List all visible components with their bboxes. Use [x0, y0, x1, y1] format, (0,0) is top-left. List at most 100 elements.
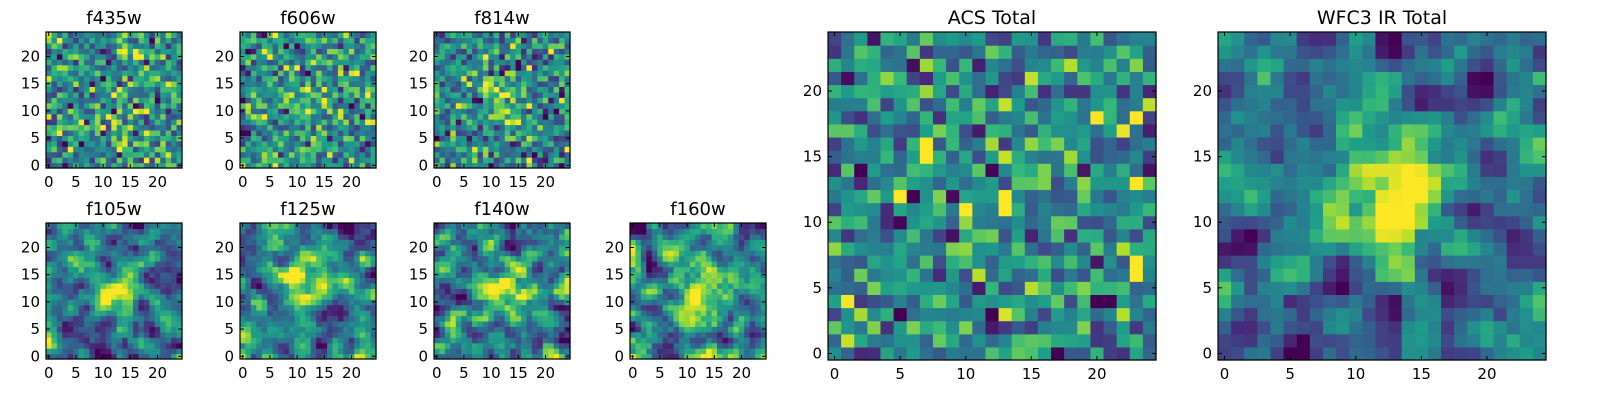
- heatmap-cell: [46, 37, 53, 44]
- heatmap-cell: [510, 53, 517, 60]
- heatmap-cell: [434, 91, 441, 98]
- heatmap-cell: [1051, 255, 1065, 269]
- heatmap-cell: [240, 70, 247, 77]
- axes-frame: [45, 222, 183, 360]
- heatmap-cell: [160, 271, 167, 278]
- heatmap-cell: [651, 282, 658, 289]
- heatmap-cell: [256, 37, 263, 44]
- heatmap-cell: [73, 91, 80, 98]
- heatmap-cell: [998, 215, 1013, 230]
- heatmap-cell: [657, 331, 664, 338]
- heatmap-cell: [160, 146, 167, 153]
- heatmap-cell: [946, 202, 960, 217]
- heatmap-cell: [461, 337, 468, 344]
- heatmap-cell: [105, 282, 112, 289]
- heatmap-cell: [919, 320, 934, 335]
- heatmap-cell: [56, 233, 63, 240]
- heatmap-cell: [466, 277, 473, 284]
- heatmap-cell: [526, 53, 533, 60]
- heatmap-cell: [94, 97, 101, 104]
- heatmap-cell: [1142, 255, 1157, 269]
- heatmap-cell: [267, 108, 274, 115]
- heatmap-cell: [434, 70, 441, 77]
- heatmap-cell: [439, 102, 446, 109]
- heatmap-cell: [504, 282, 511, 289]
- heatmap-cell: [171, 233, 178, 240]
- heatmap-cell: [689, 271, 696, 278]
- heatmap-cell: [67, 282, 74, 289]
- heatmap-cell: [515, 282, 522, 289]
- heatmap-cell: [466, 310, 473, 317]
- heatmap-cell: [122, 124, 129, 131]
- heatmap-cell: [305, 48, 312, 55]
- heatmap-cell: [343, 97, 350, 104]
- heatmap-cell: [327, 48, 334, 55]
- heatmap-cell: [444, 151, 451, 158]
- heatmap-cell: [354, 331, 361, 338]
- heatmap-cell: [370, 304, 377, 311]
- heatmap-cell: [472, 326, 479, 333]
- heatmap-cells: [434, 32, 571, 169]
- heatmap-cell: [700, 266, 707, 273]
- heatmap-cell: [749, 277, 756, 284]
- heatmap-cell: [531, 48, 538, 55]
- heatmap-cell: [434, 75, 441, 82]
- heatmap-cell: [127, 91, 134, 98]
- heatmap-cell: [493, 277, 500, 284]
- heatmap-cell: [488, 119, 495, 126]
- heatmap-cell: [841, 163, 855, 177]
- heatmap-cell: [515, 59, 522, 66]
- heatmap-cell: [455, 80, 462, 87]
- heatmap-cell: [111, 261, 118, 268]
- heatmap-cell: [89, 53, 96, 60]
- heatmap-cell: [689, 315, 696, 322]
- heatmap-cell: [738, 271, 745, 278]
- heatmap-cell: [154, 102, 161, 109]
- heatmap-cell: [521, 97, 528, 104]
- heatmap-cell: [149, 86, 156, 93]
- heatmap-cell: [1129, 320, 1144, 335]
- heatmap-cell: [531, 162, 538, 169]
- heatmap-cell: [504, 151, 511, 158]
- heatmap-cell: [294, 337, 301, 344]
- heatmap-cell: [160, 32, 167, 39]
- heatmap-cell: [684, 342, 691, 349]
- heatmap-cell: [337, 244, 344, 251]
- heatmap-cell: [537, 315, 544, 322]
- heatmap-cell: [250, 239, 257, 246]
- heatmap-cells: [46, 223, 183, 360]
- heatmap-cell: [160, 337, 167, 344]
- heatmap-cell: [461, 119, 468, 126]
- heatmap-cell: [365, 151, 372, 158]
- heatmap-cell: [359, 113, 366, 120]
- heatmap-cell: [261, 108, 268, 115]
- heatmap-cell: [466, 282, 473, 289]
- heatmap-cell: [321, 129, 328, 136]
- heatmap-cell: [477, 233, 484, 240]
- heatmap-cell: [477, 140, 484, 147]
- heatmap-cell: [706, 266, 713, 273]
- heatmap-cell: [531, 113, 538, 120]
- heatmap-cell: [310, 250, 317, 257]
- heatmap-cell: [959, 320, 973, 335]
- heatmap-cell: [488, 304, 495, 311]
- heatmap-cell: [906, 268, 921, 282]
- heatmap-cell: [439, 250, 446, 257]
- heatmap-cell: [122, 53, 129, 60]
- heatmap-cell: [272, 32, 279, 39]
- heatmap-cell: [261, 113, 268, 120]
- heatmap-cell: [127, 310, 134, 317]
- heatmap-cell: [678, 337, 685, 344]
- heatmap-cell: [176, 119, 183, 126]
- heatmap-cell: [515, 342, 522, 349]
- heatmap-cell: [439, 119, 446, 126]
- heatmap-cell: [294, 299, 301, 306]
- heatmap-cell: [537, 320, 544, 327]
- heatmap-cell: [245, 70, 252, 77]
- heatmap-cell: [521, 80, 528, 87]
- heatmap-cell: [310, 80, 317, 87]
- heatmap-cell: [348, 233, 355, 240]
- heatmap-cell: [553, 157, 560, 164]
- heatmap-cell: [493, 353, 500, 360]
- heatmap-cell: [133, 315, 140, 322]
